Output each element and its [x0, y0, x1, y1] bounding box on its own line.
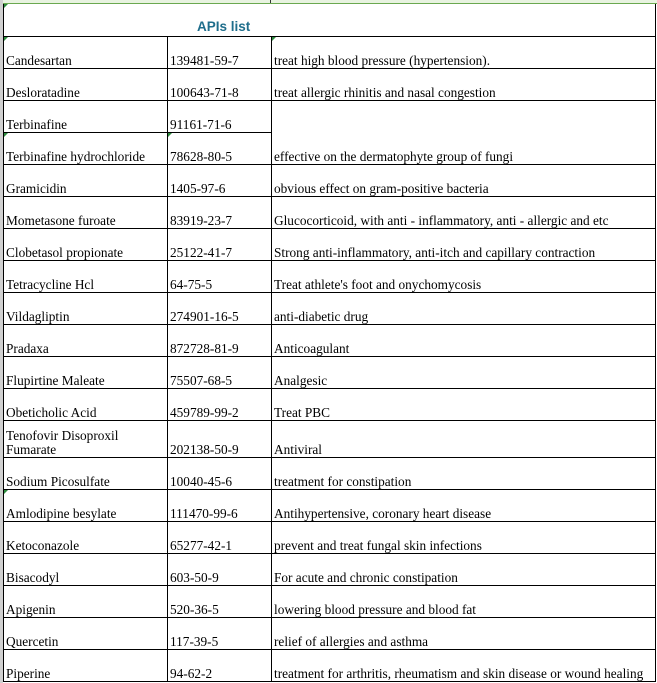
cas-number-cell[interactable]: 25122-41-7	[167, 228, 272, 261]
description-cell[interactable]: Antiviral	[270, 420, 657, 458]
api-name-cell[interactable]: Flupirtine Maleate	[3, 356, 168, 389]
cas-number-cell[interactable]: 94-62-2	[167, 649, 272, 682]
table-row: Terbinafine hydrochloride 78628-80-5	[3, 132, 656, 165]
api-name-cell[interactable]: Candesartan	[3, 36, 168, 69]
api-name-cell[interactable]: Piperine	[3, 649, 168, 682]
table-row: Gramicidin 1405-97-6 obvious effect on gra…	[3, 164, 657, 197]
table-row: Vildagliptin 274901-16-5 anti-diabetic dru…	[3, 292, 657, 325]
description-cell[interactable]: treatment for arthritis, rheumatism and …	[270, 649, 657, 682]
apis-table: APIs list Candesartan 139481-59-7 treat h…	[2, 4, 657, 682]
cas-number-cell[interactable]: 274901-16-5	[167, 292, 272, 325]
cas-number-cell[interactable]: 78628-80-5	[167, 132, 272, 165]
cas-number-cell[interactable]: 65277-42-1	[167, 521, 272, 554]
cas-number-cell[interactable]: 139481-59-7	[167, 36, 272, 69]
left-edge	[0, 0, 3, 683]
api-name-cell[interactable]: Vildagliptin	[3, 292, 168, 325]
cas-number-cell[interactable]: 603-50-9	[167, 553, 272, 586]
api-name-cell[interactable]: Mometasone furoate	[3, 196, 168, 229]
table-row: Mometasone furoate 83919-23-7 Glucocortico…	[3, 196, 657, 229]
cas-number-cell[interactable]: 459789-99-2	[167, 388, 272, 421]
description-cell[interactable]: Treat PBC	[270, 388, 657, 421]
api-name-cell[interactable]: Pradaxa	[3, 324, 168, 357]
description-cell[interactable]: relief of allergies and asthma	[270, 617, 657, 650]
cas-number-cell[interactable]: 1405-97-6	[167, 164, 272, 197]
cas-number-cell[interactable]: 91161-71-6	[167, 100, 272, 133]
table-row: Piperine 94-62-2 treatment for arthritis, …	[3, 649, 657, 682]
top-border	[0, 0, 657, 4]
table-row: Obeticholic Acid 459789-99-2 Treat PBC	[3, 388, 657, 421]
description-cell[interactable]: Treat athlete's foot and onychomycosis	[270, 260, 657, 293]
cas-number-cell[interactable]: 64-75-5	[167, 260, 272, 293]
table-row: Quercetin 117-39-5 relief of allergies and…	[3, 617, 657, 650]
api-name-cell[interactable]: Quercetin	[3, 617, 168, 650]
api-name-cell[interactable]: Ketoconazole	[3, 521, 168, 554]
api-name-cell[interactable]: Tetracycline Hcl	[3, 260, 168, 293]
description-cell[interactable]: treatment for constipation	[270, 457, 657, 490]
table-row: Amlodipine besylate 111470-99-6 Antihyper…	[3, 489, 657, 522]
description-cell[interactable]: anti-diabetic drug	[270, 292, 657, 325]
table-row: Tetracycline Hcl 64-75-5 Treat athlete's f…	[3, 260, 657, 293]
table-row: Clobetasol propionate 25122-41-7 Strong an…	[3, 228, 657, 261]
api-name-cell[interactable]: Bisacodyl	[3, 553, 168, 586]
table-row: Sodium Picosulfate 10040-45-6 treatment f…	[3, 457, 657, 490]
table-row: Flupirtine Maleate 75507-68-5 Analgesic	[3, 356, 657, 389]
description-cell[interactable]: For acute and chronic constipation	[270, 553, 657, 586]
table-row: Apigenin 520-36-5 lowering blood pressure …	[3, 585, 657, 618]
api-name-cell[interactable]: Obeticholic Acid	[3, 388, 168, 421]
api-name-cell[interactable]: Desloratadine	[3, 68, 168, 101]
table-title[interactable]: APIs list	[2, 4, 657, 37]
cas-number-cell[interactable]: 100643-71-8	[167, 68, 272, 101]
cas-number-cell[interactable]: 10040-45-6	[167, 457, 272, 490]
description-cell[interactable]: Anticoagulant	[270, 324, 657, 357]
description-cell[interactable]: treat high blood pressure (hypertension)…	[270, 36, 657, 69]
cas-number-cell[interactable]: 83919-23-7	[167, 196, 272, 229]
api-name-cell[interactable]: Tenofovir Disoproxil Fumarate	[3, 420, 168, 458]
description-cell[interactable]: prevent and treat fungal skin infections	[270, 521, 657, 554]
api-name-cell[interactable]: Apigenin	[3, 585, 168, 618]
api-name-cell[interactable]: Terbinafine hydrochloride	[3, 132, 168, 165]
cas-number-cell[interactable]: 111470-99-6	[167, 489, 272, 522]
api-name-cell[interactable]: Clobetasol propionate	[3, 228, 168, 261]
description-cell[interactable]: Analgesic	[270, 356, 657, 389]
description-cell[interactable]: Glucocorticoid, with anti - inflammatory…	[270, 196, 657, 229]
table-row: Candesartan 139481-59-7 treat high blood …	[3, 36, 657, 69]
description-cell[interactable]: effective on the dermatophyte group of f…	[270, 100, 657, 165]
api-name-cell[interactable]: Terbinafine	[3, 100, 168, 133]
description-cell[interactable]: treat allergic rhinitis and nasal conges…	[270, 68, 657, 101]
cas-number-cell[interactable]: 872728-81-9	[167, 324, 272, 357]
description-cell[interactable]: Antihypertensive, coronary heart disease	[270, 489, 657, 522]
description-cell[interactable]: Strong anti-inflammatory, anti-itch and …	[270, 228, 657, 261]
cas-number-cell[interactable]: 75507-68-5	[167, 356, 272, 389]
table-row: Pradaxa 872728-81-9 Anticoagulant	[3, 324, 657, 357]
table-row: Terbinafine 91161-71-6 effective on the de…	[3, 100, 657, 165]
api-name-cell[interactable]: Sodium Picosulfate	[3, 457, 168, 490]
table-row: Tenofovir Disoproxil Fumarate 202138-50-9…	[3, 420, 657, 458]
description-cell[interactable]: obvious effect on gram-positive bacteria	[270, 164, 657, 197]
table-row: Bisacodyl 603-50-9 For acute and chronic c…	[3, 553, 657, 586]
cas-number-cell[interactable]: 202138-50-9	[167, 420, 272, 458]
table-row: Ketoconazole 65277-42-1 prevent and treat …	[3, 521, 657, 554]
cas-number-cell[interactable]: 117-39-5	[167, 617, 272, 650]
cas-number-cell[interactable]: 520-36-5	[167, 585, 272, 618]
table-row: Desloratadine 100643-71-8 treat allergic r…	[3, 68, 657, 101]
api-name-cell[interactable]: Amlodipine besylate	[3, 489, 168, 522]
description-cell[interactable]: lowering blood pressure and blood fat	[270, 585, 657, 618]
api-name-cell[interactable]: Gramicidin	[3, 164, 168, 197]
